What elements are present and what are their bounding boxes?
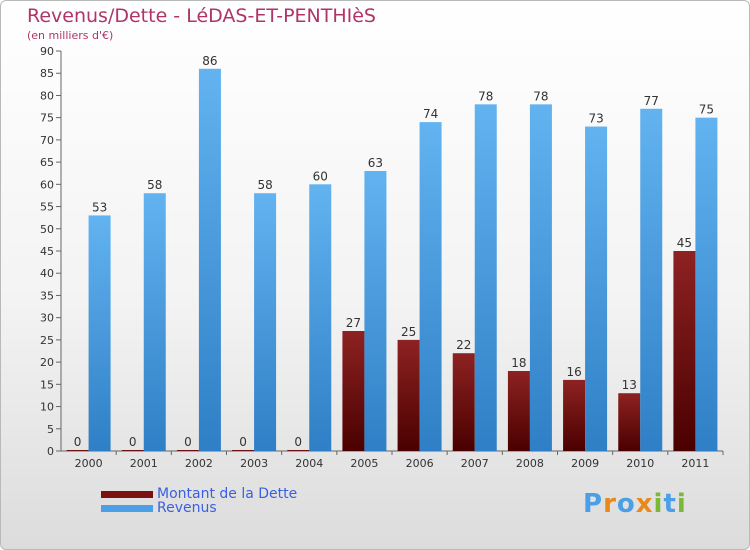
bar-revenus: [309, 184, 332, 452]
bar-revenus: [640, 108, 663, 452]
bar-dette: [507, 371, 530, 451]
bar-revenus: [364, 171, 387, 451]
data-label-dette: 27: [346, 316, 361, 330]
logo-letter: P: [583, 489, 604, 519]
bar-revenus: [419, 122, 442, 451]
data-label-dette: 45: [677, 236, 692, 250]
logo-letter: x: [635, 489, 654, 519]
y-tick-label: 20: [40, 356, 54, 369]
data-label-dette: 16: [566, 365, 581, 379]
y-tick-label: 75: [40, 112, 54, 125]
bar-revenus: [585, 126, 608, 452]
data-label-revenus: 78: [478, 89, 493, 103]
data-label-revenus: 78: [533, 89, 548, 103]
x-tick-label: 2006: [406, 457, 434, 470]
bar-dette: [287, 450, 310, 451]
x-tick-label: 2010: [626, 457, 654, 470]
bar-dette: [673, 251, 696, 451]
x-tick-label: 2009: [571, 457, 599, 470]
chart-title: Revenus/Dette - LéDAS-ET-PENTHIèS: [27, 5, 376, 27]
bar-dette: [342, 331, 365, 451]
bar-dette: [66, 450, 89, 451]
y-tick-label: 90: [40, 45, 54, 58]
y-tick-label: 85: [40, 67, 54, 80]
bar-dette: [618, 393, 641, 451]
y-tick-label: 15: [40, 378, 54, 391]
bar-revenus: [143, 193, 166, 451]
data-label-revenus: 58: [147, 178, 162, 192]
data-label-dette: 0: [184, 435, 192, 449]
y-tick-label: 40: [40, 267, 54, 280]
data-label-dette: 25: [401, 325, 416, 339]
data-label-dette: 0: [294, 435, 302, 449]
data-label-revenus: 74: [423, 107, 438, 121]
bar-dette: [563, 379, 586, 451]
logo-letter: t: [663, 489, 677, 519]
x-tick-label: 2003: [240, 457, 268, 470]
data-label-revenus: 60: [313, 169, 328, 183]
data-label-dette: 0: [239, 435, 247, 449]
data-label-revenus: 77: [644, 94, 659, 108]
y-tick-label: 30: [40, 312, 54, 325]
legend-swatch-dette: [101, 490, 153, 498]
x-tick-label: 2000: [75, 457, 103, 470]
legend: Montant de la Dette Revenus: [101, 486, 298, 516]
y-tick-label: 65: [40, 156, 54, 169]
y-tick-label: 5: [47, 423, 54, 436]
data-label-revenus: 58: [257, 178, 272, 192]
x-tick-label: 2007: [461, 457, 489, 470]
y-tick-label: 45: [40, 245, 54, 258]
logo-letter: r: [603, 489, 617, 519]
data-label-dette: 0: [74, 435, 82, 449]
logo-letter: i: [676, 489, 687, 519]
chart-subtitle: (en milliers d'€): [27, 29, 114, 42]
y-tick-label: 10: [40, 401, 54, 414]
y-tick-label: 0: [47, 445, 54, 458]
logo-letter: o: [616, 489, 636, 519]
data-label-revenus: 63: [368, 156, 383, 170]
y-tick-label: 70: [40, 134, 54, 147]
x-tick-label: 2002: [185, 457, 213, 470]
data-label-dette: 18: [511, 356, 526, 370]
bar-dette: [232, 450, 255, 451]
x-tick-label: 2005: [350, 457, 378, 470]
data-label-revenus: 75: [699, 103, 714, 117]
bar-revenus: [198, 68, 221, 452]
y-tick-label: 25: [40, 334, 54, 347]
proxiti-logo: Proxiti: [583, 489, 687, 519]
bar-revenus: [529, 104, 552, 451]
x-tick-label: 2008: [516, 457, 544, 470]
y-tick-label: 35: [40, 289, 54, 302]
y-tick-label: 80: [40, 89, 54, 102]
data-label-revenus: 53: [92, 200, 107, 214]
bar-revenus: [254, 193, 277, 451]
data-label-dette: 13: [622, 378, 637, 392]
bar-dette: [397, 339, 420, 451]
bar-dette: [452, 353, 475, 451]
x-tick-label: 2001: [130, 457, 158, 470]
legend-label-dette: Montant de la Dette: [157, 486, 298, 502]
legend-label-revenus: Revenus: [157, 500, 217, 516]
bar-revenus: [88, 215, 111, 451]
bar-dette: [121, 450, 144, 451]
y-tick-label: 55: [40, 201, 54, 214]
legend-item-dette: Montant de la Dette: [101, 486, 298, 502]
bar-dette: [176, 450, 199, 451]
bar-revenus: [695, 117, 718, 452]
logo-letter: i: [653, 489, 664, 519]
legend-item-revenus: Revenus: [101, 500, 297, 516]
x-tick-label: 2004: [295, 457, 323, 470]
y-tick-label: 60: [40, 178, 54, 191]
y-tick-label: 50: [40, 223, 54, 236]
data-label-revenus: 86: [202, 54, 217, 68]
legend-swatch-revenus: [101, 504, 153, 512]
data-label-dette: 0: [129, 435, 137, 449]
x-tick-label: 2011: [681, 457, 709, 470]
data-label-revenus: 73: [588, 112, 603, 126]
data-label-dette: 22: [456, 338, 471, 352]
bar-revenus: [474, 104, 497, 451]
